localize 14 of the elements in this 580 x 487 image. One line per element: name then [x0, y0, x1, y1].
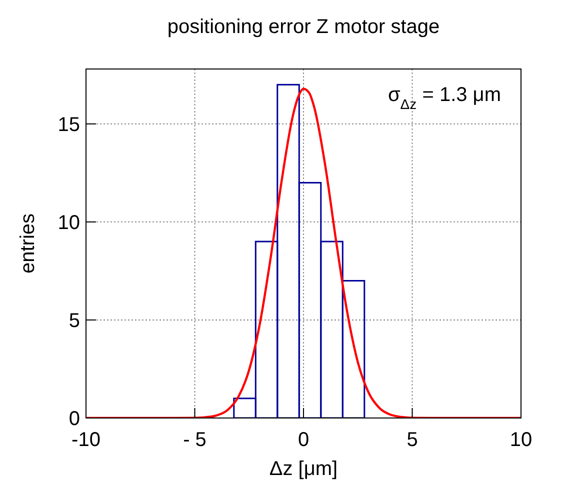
x-tick-label: 0 — [298, 429, 310, 451]
y-tick-label: 0 — [68, 408, 80, 430]
y-axis-title: entries — [17, 213, 39, 274]
line-series — [86, 88, 521, 418]
x-axis-title: Δz [μm] — [269, 458, 338, 480]
annotation: σ$_{Δz}$ = 1.3 μm — [388, 84, 501, 112]
chart-title: positioning error Z motor stage — [167, 16, 440, 38]
x-tick-label: 10 — [510, 429, 532, 451]
x-tick-label: - 5 — [183, 429, 206, 451]
y-tick-label: 15 — [58, 114, 80, 136]
y-tick-label: 5 — [68, 310, 80, 332]
x-tick-label: -10 — [72, 429, 100, 451]
y-tick-label: 10 — [58, 212, 80, 234]
x-tick-label: 5 — [406, 429, 418, 451]
